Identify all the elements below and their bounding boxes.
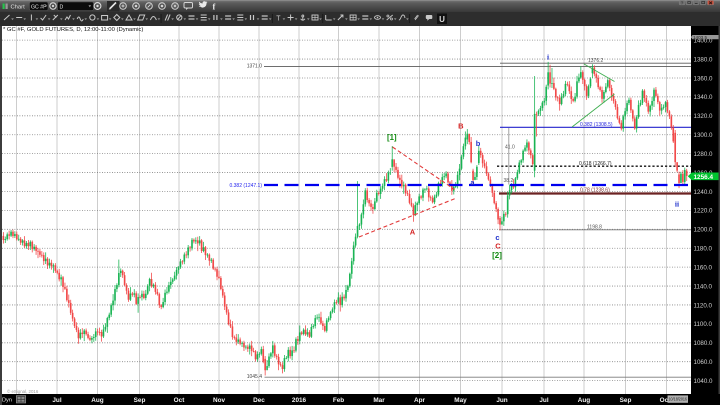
svg-text:May: May [454, 397, 467, 404]
svg-text:1120.0: 1120.0 [694, 302, 713, 309]
svg-text:1256.4: 1256.4 [694, 174, 714, 181]
svg-text:1320.0: 1320.0 [694, 113, 713, 120]
svg-text:a: a [470, 178, 475, 187]
svg-text:U: U [439, 15, 445, 24]
svg-text:GC #F: GC #F [31, 4, 46, 10]
svg-text:1340.0: 1340.0 [694, 94, 713, 101]
svg-text:ii: ii [675, 200, 679, 209]
svg-text:i: i [547, 53, 549, 62]
svg-text:10/18/2016: 10/18/2016 [669, 397, 688, 402]
svg-text:1300.0: 1300.0 [694, 132, 713, 139]
svg-text:b: b [476, 139, 481, 148]
svg-text:Apr: Apr [414, 397, 426, 404]
svg-text:1100.0: 1100.0 [694, 321, 713, 328]
svg-text:Chart: Chart [11, 5, 26, 11]
svg-text:Jul: Jul [52, 397, 61, 404]
svg-text:1180.0: 1180.0 [694, 246, 713, 253]
svg-text:1360.0: 1360.0 [694, 75, 713, 82]
svg-text:2016: 2016 [292, 397, 307, 404]
svg-text:1140.0: 1140.0 [694, 283, 713, 290]
svg-text:Sep: Sep [134, 397, 146, 404]
svg-text:1376.2: 1376.2 [588, 58, 604, 64]
svg-text:1400.0: 1400.0 [694, 38, 713, 45]
svg-text:© eSignal, 2016: © eSignal, 2016 [7, 389, 39, 394]
svg-text:Oct: Oct [660, 397, 672, 404]
svg-text:Nov: Nov [213, 397, 226, 404]
svg-text:1371.0: 1371.0 [247, 64, 263, 70]
svg-text:Dec: Dec [253, 397, 265, 404]
svg-text:D: D [60, 4, 64, 10]
svg-text:1280.0: 1280.0 [694, 151, 713, 158]
svg-text:1045.4: 1045.4 [247, 374, 263, 380]
svg-text:?: ? [681, 0, 684, 5]
svg-text:Mar: Mar [373, 397, 385, 404]
svg-text:1160.0: 1160.0 [694, 264, 713, 271]
svg-text:[1]: [1] [387, 133, 397, 142]
svg-text:A: A [410, 228, 416, 237]
svg-text:T: T [276, 16, 281, 23]
svg-text:C: C [495, 242, 501, 251]
svg-text:41.0: 41.0 [505, 145, 515, 151]
svg-text:f: f [213, 2, 216, 12]
svg-text:1380.0: 1380.0 [694, 56, 713, 63]
svg-text:0.618 (1266.7): 0.618 (1266.7) [579, 161, 612, 167]
svg-text:0.78 (1238.6): 0.78 (1238.6) [580, 188, 610, 194]
svg-text:1220.0: 1220.0 [694, 208, 713, 215]
svg-text:[2]: [2] [492, 251, 502, 260]
svg-text:1080.0: 1080.0 [694, 340, 713, 347]
svg-text:c: c [495, 233, 499, 242]
svg-text:1198.8: 1198.8 [587, 225, 602, 231]
svg-text:0.382 (1308.5): 0.382 (1308.5) [580, 122, 613, 128]
svg-text:0.382 (1247.1): 0.382 (1247.1) [229, 183, 262, 189]
svg-text:Dyn: Dyn [2, 398, 12, 404]
svg-text:1200.0: 1200.0 [694, 227, 713, 234]
svg-text:Aug: Aug [578, 397, 591, 404]
svg-text:B: B [458, 122, 464, 131]
svg-text:Feb: Feb [333, 397, 344, 404]
svg-text:Sep: Sep [620, 397, 632, 404]
svg-text:38.2: 38.2 [504, 178, 514, 184]
svg-text:1060.0: 1060.0 [694, 359, 713, 366]
svg-text:Aug: Aug [91, 397, 104, 404]
svg-text:Jun: Jun [496, 397, 507, 404]
svg-text:1240.0: 1240.0 [694, 189, 713, 196]
svg-text:Oct: Oct [174, 397, 186, 404]
svg-text:1040.0: 1040.0 [694, 378, 713, 385]
svg-text:Jul: Jul [539, 397, 548, 404]
svg-text:1403.5: 1403.5 [693, 35, 707, 40]
